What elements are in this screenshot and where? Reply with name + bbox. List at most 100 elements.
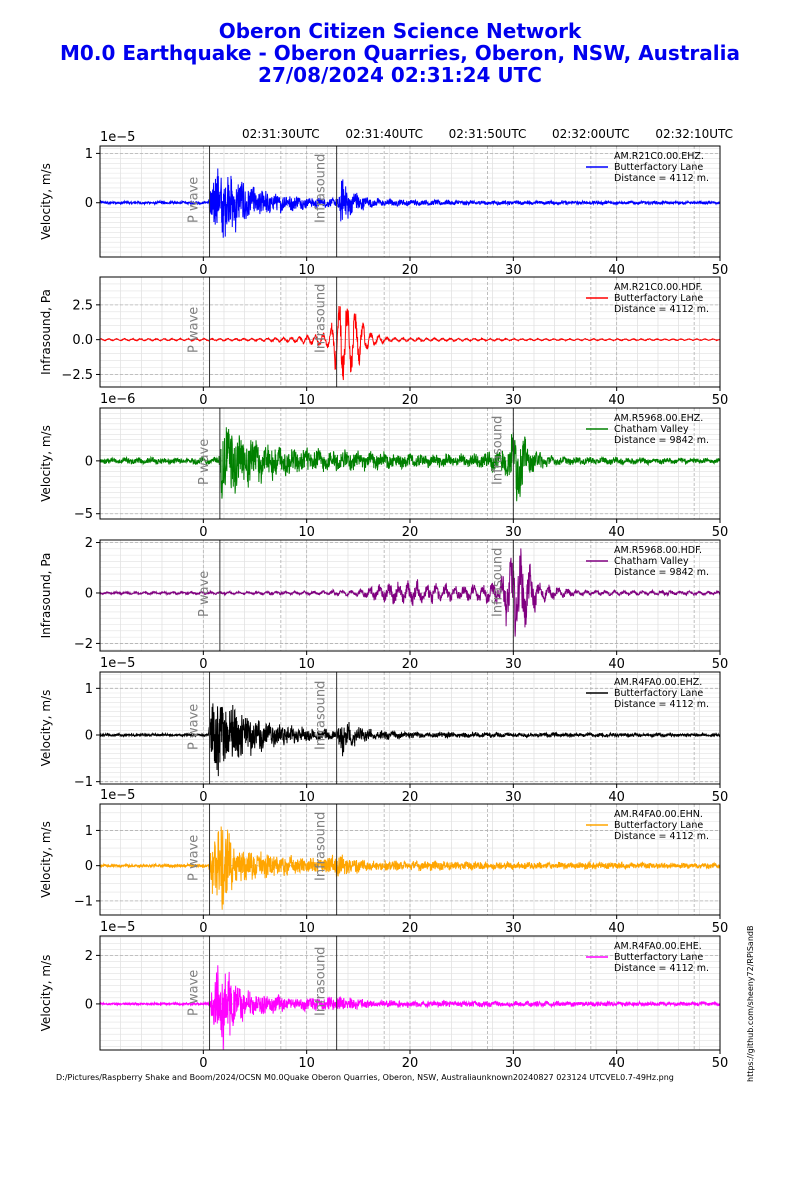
legend-distance: Distance = 4112 m. (614, 831, 709, 842)
waveform-trace-1 (100, 306, 720, 381)
legend-distance: Distance = 4112 m. (614, 963, 709, 974)
legend-site: Chatham Valley (614, 424, 689, 435)
y-tick-label: −2 (74, 637, 93, 652)
x-tick-label: 20 (402, 921, 419, 936)
infrasound-marker-label: Infrasound (490, 416, 505, 485)
x-tick-label: 10 (298, 657, 315, 672)
x-tick-label: 20 (402, 657, 419, 672)
y-tick-label: 0 (85, 859, 93, 874)
waveform-trace-5 (100, 826, 720, 910)
infrasound-marker-label: Infrasound (314, 681, 329, 750)
legend-station: AM.R4FA0.00.EHZ. (614, 677, 702, 688)
y-tick-label: 1 (85, 824, 93, 839)
legend-distance: Distance = 4112 m. (614, 173, 709, 184)
panel-5: P wave Infrasound 0 10 20 30 40 50 −1 0 1 Velocity,… (39, 788, 728, 936)
infrasound-marker-label: Infrasound (314, 284, 329, 353)
y-scale-offset-label: 1e−5 (100, 656, 135, 671)
p_wave-marker-label: P wave (197, 571, 212, 617)
panel-2: P wave Infrasound 0 10 20 30 40 50 −5 0 Velocity, … (39, 392, 728, 540)
x-tick-label: 0 (199, 393, 207, 408)
p_wave-marker-label: P wave (187, 835, 202, 881)
p_wave-marker-label: P wave (187, 704, 202, 750)
p_wave-marker-label: P wave (187, 307, 202, 353)
side-source-url: https://github.com/sheeny72/RPiSandB (746, 925, 755, 1082)
y-tick-label: 2.5 (72, 298, 93, 313)
y-axis-label: Velocity, m/s (39, 955, 53, 1032)
y-axis-label: Velocity, m/s (39, 163, 53, 240)
y-tick-label: 0.0 (72, 333, 93, 348)
waveform-trace-2 (100, 427, 720, 502)
y-tick-label: 0 (85, 196, 93, 211)
y-axis-label: Velocity, m/s (39, 821, 53, 898)
legend-site: Butterfactory Lane (614, 293, 703, 304)
y-tick-label: 0 (85, 454, 93, 469)
panel-3: P wave Infrasound 0 10 20 30 40 50 −2 0 2 Infrasoun… (39, 536, 728, 672)
y-axis-label: Velocity, m/s (39, 425, 53, 502)
x-tick-label: 30 (505, 921, 522, 936)
legend-site: Butterfactory Lane (614, 162, 703, 173)
x-tick-label: 50 (712, 657, 729, 672)
y-tick-label: 2 (85, 949, 93, 964)
x-tick-label: 10 (298, 1056, 315, 1071)
title-line-datetime: 27/08/2024 02:31:24 UTC (258, 63, 542, 87)
utc-tick-label-2: 02:31:50UTC (449, 127, 527, 141)
x-tick-label: 50 (712, 790, 729, 805)
panel-0: P wave Infrasound 0 10 20 30 40 50 0 1 Velocity, m… (39, 130, 728, 278)
utc-tick-label-1: 02:31:40UTC (345, 127, 423, 141)
x-tick-label: 0 (199, 790, 207, 805)
legend-distance: Distance = 9842 m. (614, 567, 709, 578)
chart-title: Oberon Citizen Science Network M0.0 Eart… (0, 20, 800, 86)
y-axis-label: Infrasound, Pa (39, 289, 53, 375)
panel-6: P wave Infrasound 0 10 20 30 40 50 0 2 Velocity, m… (39, 920, 728, 1071)
waveform-trace-0 (100, 168, 720, 238)
p_wave-marker-label: P wave (187, 177, 202, 223)
legend-distance: Distance = 4112 m. (614, 304, 709, 315)
x-tick-label: 30 (505, 1056, 522, 1071)
y-tick-label: 2 (85, 536, 93, 551)
x-tick-label: 30 (505, 393, 522, 408)
legend-station: AM.R21C0.00.HDF. (614, 282, 703, 293)
x-tick-label: 10 (298, 263, 315, 278)
p_wave-marker-label: P wave (187, 970, 202, 1016)
footer-file-path: D:/Pictures/Raspberry Shake and Boom/202… (56, 1073, 674, 1082)
panel-4: P wave Infrasound 0 10 20 30 40 50 −1 0 1 Velocity,… (39, 656, 728, 805)
y-tick-label: −1 (74, 894, 93, 909)
x-tick-label: 50 (712, 393, 729, 408)
y-axis-label: Velocity, m/s (39, 690, 53, 767)
panel-1: P wave Infrasound 0 10 20 30 40 50 −2.5 0.0 2.5 Inf… (39, 276, 729, 408)
y-tick-label: −1 (74, 775, 93, 790)
x-tick-label: 10 (298, 393, 315, 408)
utc-tick-label-3: 02:32:00UTC (552, 127, 630, 141)
x-tick-label: 50 (712, 263, 729, 278)
legend-station: AM.R21C0.00.EHZ. (614, 151, 704, 162)
x-tick-label: 20 (402, 263, 419, 278)
legend-distance: Distance = 9842 m. (614, 435, 709, 446)
legend-station: AM.R5968.00.EHZ. (614, 413, 703, 424)
y-scale-offset-label: 1e−5 (100, 920, 135, 935)
y-tick-label: 1 (85, 682, 93, 697)
y-scale-offset-label: 1e−6 (100, 392, 135, 407)
x-tick-label: 20 (402, 790, 419, 805)
x-tick-label: 40 (608, 263, 625, 278)
x-tick-label: 20 (402, 1056, 419, 1071)
x-tick-label: 40 (608, 790, 625, 805)
p_wave-marker-label: P wave (197, 439, 212, 485)
x-tick-label: 10 (298, 921, 315, 936)
x-tick-label: 0 (199, 263, 207, 278)
title-line-event: M0.0 Earthquake - Oberon Quarries, Obero… (60, 41, 740, 65)
x-tick-label: 40 (608, 393, 625, 408)
x-tick-label: 30 (505, 263, 522, 278)
x-tick-label: 30 (505, 790, 522, 805)
legend-station: AM.R5968.00.HDF. (614, 545, 702, 556)
y-tick-label: 0 (85, 729, 93, 744)
y-tick-label: 0 (85, 997, 93, 1012)
y-scale-offset-label: 1e−5 (100, 130, 135, 145)
legend-site: Butterfactory Lane (614, 820, 703, 831)
legend-station: AM.R4FA0.00.EHE. (614, 941, 702, 952)
y-tick-label: 0 (85, 586, 93, 601)
y-tick-label: 1 (85, 147, 93, 162)
y-axis-label: Infrasound, Pa (39, 553, 53, 639)
x-tick-label: 0 (199, 525, 207, 540)
y-tick-label: −5 (74, 507, 93, 522)
